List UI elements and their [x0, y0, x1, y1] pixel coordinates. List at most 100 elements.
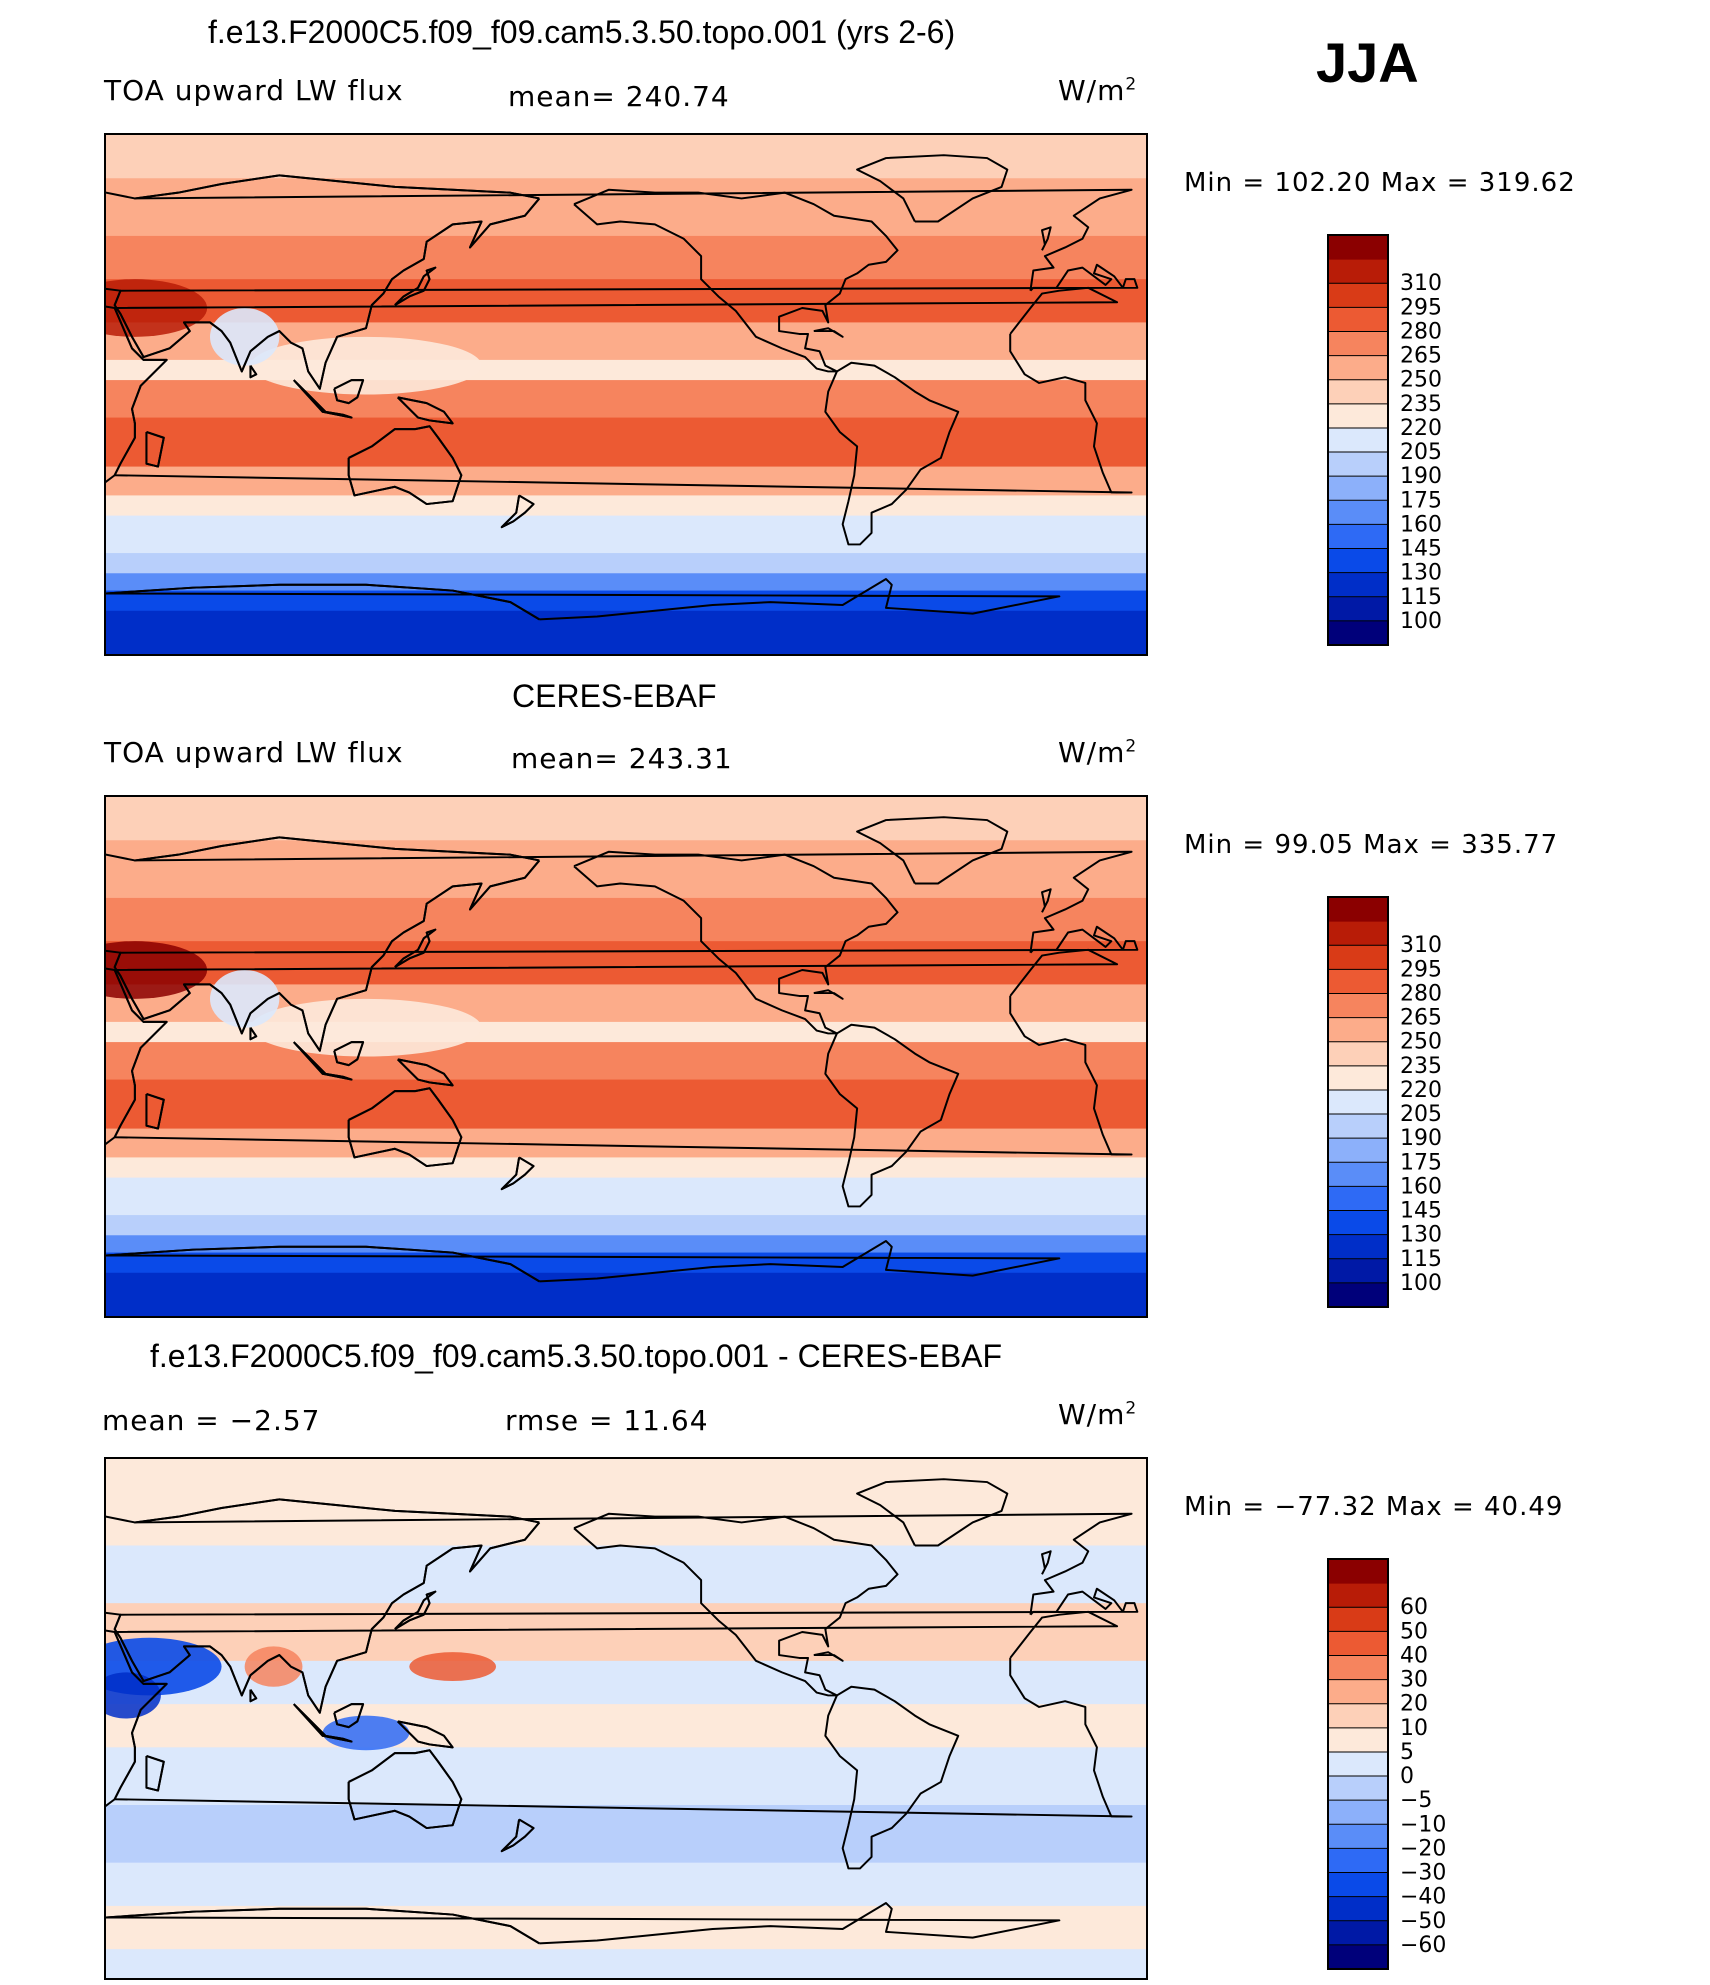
colorbar-swatch [1328, 1727, 1388, 1753]
field-feature [409, 1652, 496, 1682]
colorbar-swatch [1328, 548, 1388, 574]
field-band [106, 941, 1146, 985]
coastline [333, 1703, 365, 1729]
panel2-title: CERES-EBAF [512, 678, 717, 714]
coastline [347, 1087, 463, 1168]
coastline [106, 1240, 1061, 1283]
colorbar-level-label: 280 [1400, 981, 1442, 1006]
coastline [856, 816, 1009, 885]
colorbar-level-label: 190 [1400, 1126, 1442, 1151]
coastline [500, 1156, 535, 1191]
field-band [106, 1949, 1146, 1978]
field-band [106, 1545, 1146, 1604]
coastline [249, 365, 258, 379]
field-band [106, 1177, 1146, 1216]
coastline [856, 1478, 1009, 1547]
colorbar-swatch [1328, 1282, 1388, 1308]
panel2-mean: mean= 243.31 [511, 742, 733, 775]
colorbar-swatch [1328, 524, 1388, 550]
coastline [500, 1818, 535, 1853]
field-band [106, 135, 1146, 179]
colorbar-swatch [1328, 1679, 1388, 1705]
coastline [145, 1093, 165, 1130]
colorbar-swatch [1328, 1896, 1388, 1922]
colorbar-swatch [1328, 1234, 1388, 1260]
colorbar-level-label: 175 [1400, 488, 1442, 513]
colorbar-level-label: 310 [1400, 933, 1442, 958]
field-feature [104, 371, 106, 417]
field-band [106, 573, 1146, 592]
colorbar-level-label: 160 [1400, 512, 1442, 537]
coastline [347, 1749, 463, 1830]
coastline [394, 928, 437, 968]
panel3-minmax: Min = −77.32 Max = 40.49 [1184, 1492, 1564, 1522]
colorbar-frame [1327, 896, 1389, 1308]
colorbar-swatch [1328, 307, 1388, 332]
coastline [113, 948, 1133, 1156]
colorbar-level-label: −10 [1400, 1812, 1446, 1837]
coastline [813, 327, 844, 338]
colorbar-swatch [1328, 897, 1388, 922]
coastline [1041, 226, 1052, 251]
field-feature [210, 970, 280, 1028]
field-band [106, 380, 1146, 419]
colorbar-level-label: 310 [1400, 271, 1442, 296]
colorbar-level-label: 220 [1400, 1078, 1442, 1103]
coastline [397, 1720, 454, 1749]
colorbar-swatch [1328, 235, 1388, 260]
coastline [1041, 1550, 1052, 1575]
coastline [293, 1703, 353, 1743]
colorbar-swatch [1328, 1162, 1388, 1187]
season-label: JJA [1316, 31, 1419, 94]
colorbar-level-label: 40 [1400, 1643, 1428, 1668]
colorbar-level-label: 280 [1400, 319, 1442, 344]
field-band [106, 1079, 1146, 1130]
colorbar-swatch [1328, 945, 1388, 970]
field-band [106, 1157, 1146, 1179]
field-band [106, 495, 1146, 517]
field-band [106, 840, 1146, 899]
colorbar-level-label: −40 [1400, 1885, 1446, 1910]
colorbar-level-label: 220 [1400, 416, 1442, 441]
colorbar-swatch [1328, 1089, 1388, 1115]
panel2-units: W/m2 [1058, 736, 1138, 769]
colorbar-swatch [1328, 1186, 1388, 1212]
field-feature [250, 998, 482, 1057]
colorbar-level-label: −20 [1400, 1836, 1446, 1861]
field-band [106, 279, 1146, 323]
field-band [106, 515, 1146, 554]
coastline [824, 1023, 960, 1208]
panel2-variable: TOA upward LW flux [104, 736, 404, 769]
coastline [106, 1902, 1061, 1945]
coastline [824, 1685, 960, 1870]
colorbar-level-label: 10 [1400, 1716, 1428, 1741]
coastline [145, 431, 165, 468]
colorbar-swatch [1328, 1041, 1388, 1067]
coastline [249, 1689, 258, 1703]
panel1-mean: mean= 240.74 [508, 80, 730, 113]
field-band [106, 466, 1146, 496]
colorbar-swatch [1328, 1776, 1388, 1801]
colorbar-swatch [1328, 1559, 1388, 1584]
panel1-units: W/m2 [1058, 74, 1138, 107]
field-band [106, 1272, 1146, 1316]
panel3-units: W/m2 [1058, 1398, 1138, 1431]
field-band [106, 1862, 1146, 1907]
colorbar-swatch [1328, 1138, 1388, 1163]
field-band [106, 1042, 1146, 1081]
panel1-minmax: Min = 102.20 Max = 319.62 [1184, 168, 1576, 198]
coastline [113, 197, 1139, 390]
coastline [394, 1590, 437, 1630]
panel3-map [104, 1457, 1148, 1980]
colorbar-level-label: −60 [1400, 1933, 1446, 1958]
coastline [856, 154, 1009, 223]
colorbar-frame [1327, 1558, 1389, 1970]
colorbar-swatch [1328, 1631, 1388, 1656]
panel1-colorbar: 1001151301451601751902052202352502652802… [1327, 234, 1442, 646]
coastline [1041, 888, 1052, 913]
coastline [813, 1651, 844, 1662]
panel3-title: f.e13.F2000C5.f09_f09.cam5.3.50.topo.001… [150, 1338, 1003, 1374]
colorbar-level-label: 295 [1400, 295, 1442, 320]
field-feature [322, 1715, 410, 1751]
colorbar-level-label: 5 [1400, 1740, 1414, 1765]
